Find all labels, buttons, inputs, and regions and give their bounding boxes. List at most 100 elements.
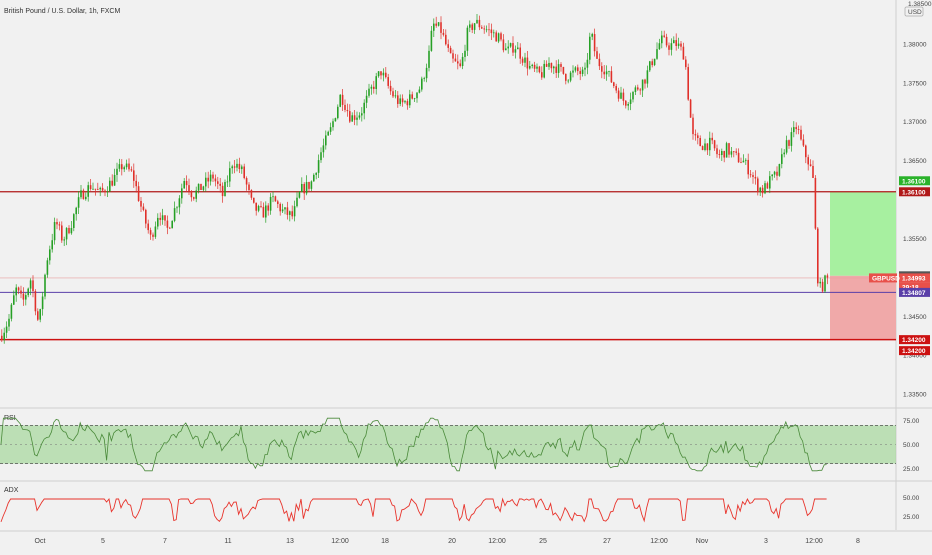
candle-body-245[interactable] [589, 36, 591, 60]
candle-body-158[interactable] [380, 71, 382, 76]
candle-body-330[interactable] [793, 127, 795, 133]
candle-body-192[interactable] [461, 56, 464, 67]
candle-body-292[interactable] [701, 146, 704, 151]
candle-body-160[interactable] [385, 72, 387, 78]
candle-body-120[interactable] [289, 211, 291, 215]
candle-body-75[interactable] [181, 188, 183, 199]
candle-body-189[interactable] [454, 58, 457, 62]
candle-body-196[interactable] [471, 24, 473, 30]
candle-body-92[interactable] [221, 185, 224, 197]
candle-body-64[interactable] [154, 226, 157, 237]
candle-body-267[interactable] [641, 79, 644, 91]
candle-body-336[interactable] [807, 157, 809, 165]
candle-body-89[interactable] [214, 178, 217, 182]
price-pane[interactable] [0, 0, 896, 407]
candle-body-99[interactable] [238, 163, 241, 170]
candle-body-340[interactable] [817, 228, 819, 284]
candle-body-202[interactable] [485, 29, 488, 31]
candle-body-60[interactable] [145, 209, 147, 224]
candle-body-68[interactable] [164, 215, 166, 221]
candle-body-181[interactable] [435, 23, 437, 26]
candle-body-185[interactable] [445, 34, 447, 45]
candle-body-139[interactable] [334, 118, 337, 122]
candle-body-183[interactable] [440, 22, 442, 33]
candle-body-291[interactable] [699, 137, 701, 147]
candle-body-124[interactable] [298, 192, 301, 198]
candle-body-193[interactable] [464, 50, 466, 57]
candle-body-311[interactable] [747, 159, 749, 175]
candle-body-205[interactable] [493, 32, 495, 34]
candle-body-115[interactable] [277, 201, 279, 204]
candle-body-175[interactable] [421, 78, 423, 90]
rsi-line[interactable] [0, 417, 827, 472]
candle-body-294[interactable] [706, 143, 709, 151]
candle-body-143[interactable] [344, 104, 346, 110]
candle-body-91[interactable] [219, 183, 221, 186]
candle-body-110[interactable] [265, 205, 267, 218]
candle-body-276[interactable] [663, 35, 665, 37]
candle-body-138[interactable] [332, 121, 334, 128]
candle-body-161[interactable] [387, 77, 389, 86]
candle-body-136[interactable] [327, 131, 329, 136]
candle-body-264[interactable] [634, 87, 637, 92]
candle-body-122[interactable] [293, 206, 296, 217]
candle-body-46[interactable] [111, 180, 113, 186]
candle-body-165[interactable] [397, 95, 399, 104]
candle-body-194[interactable] [466, 27, 469, 51]
candle-body-333[interactable] [800, 129, 802, 140]
candle-body-289[interactable] [694, 134, 697, 136]
candle-body-206[interactable] [495, 32, 497, 42]
candle-body-279[interactable] [670, 43, 673, 50]
candle-body-284[interactable] [682, 46, 685, 60]
candle-body-58[interactable] [140, 200, 142, 207]
candle-body-223[interactable] [536, 66, 538, 69]
candle-body-2[interactable] [5, 326, 8, 333]
candle-body-155[interactable] [373, 86, 375, 89]
candle-body-88[interactable] [212, 174, 214, 179]
candle-body-287[interactable] [689, 99, 692, 118]
candle-body-130[interactable] [313, 174, 315, 182]
candle-body-174[interactable] [418, 89, 421, 93]
candle-body-259[interactable] [622, 92, 625, 101]
candle-body-154[interactable] [370, 86, 373, 89]
candle-body-62[interactable] [149, 230, 152, 235]
candle-body-4[interactable] [10, 304, 13, 319]
candle-body-84[interactable] [202, 186, 205, 190]
candle-body-230[interactable] [553, 66, 555, 69]
candle-body-22[interactable] [53, 222, 56, 241]
candle-body-309[interactable] [742, 160, 745, 163]
candle-body-215[interactable] [517, 47, 519, 50]
candle-body-43[interactable] [104, 190, 106, 193]
candle-body-226[interactable] [543, 63, 545, 78]
candle-body-228[interactable] [548, 62, 550, 67]
candle-body-77[interactable] [185, 180, 188, 186]
candle-body-332[interactable] [797, 129, 800, 130]
candle-body-316[interactable] [759, 187, 761, 192]
candle-body-239[interactable] [574, 67, 577, 71]
candle-body-327[interactable] [785, 140, 788, 153]
candle-body-166[interactable] [399, 98, 401, 104]
candle-body-152[interactable] [365, 95, 368, 103]
candle-body-103[interactable] [248, 184, 250, 191]
candle-body-24[interactable] [58, 224, 61, 226]
candle-body-182[interactable] [437, 22, 440, 26]
candle-body-246[interactable] [591, 34, 593, 37]
candle-body-262[interactable] [629, 99, 632, 104]
candle-body-322[interactable] [773, 171, 776, 175]
candle-body-63[interactable] [152, 234, 154, 237]
candle-body-144[interactable] [346, 109, 349, 112]
candle-body-109[interactable] [262, 206, 265, 218]
candle-body-50[interactable] [121, 164, 123, 170]
candle-body-227[interactable] [545, 63, 548, 67]
candle-body-36[interactable] [87, 185, 89, 197]
candle-body-302[interactable] [725, 143, 728, 158]
candle-body-35[interactable] [85, 196, 87, 200]
candle-body-260[interactable] [625, 100, 627, 106]
candle-body-106[interactable] [255, 202, 257, 211]
candle-body-293[interactable] [704, 143, 706, 151]
candle-body-146[interactable] [351, 115, 353, 122]
candle-body-334[interactable] [802, 139, 805, 146]
candle-body-200[interactable] [481, 27, 483, 29]
candle-body-1[interactable] [3, 332, 5, 341]
candle-body-61[interactable] [147, 223, 149, 231]
